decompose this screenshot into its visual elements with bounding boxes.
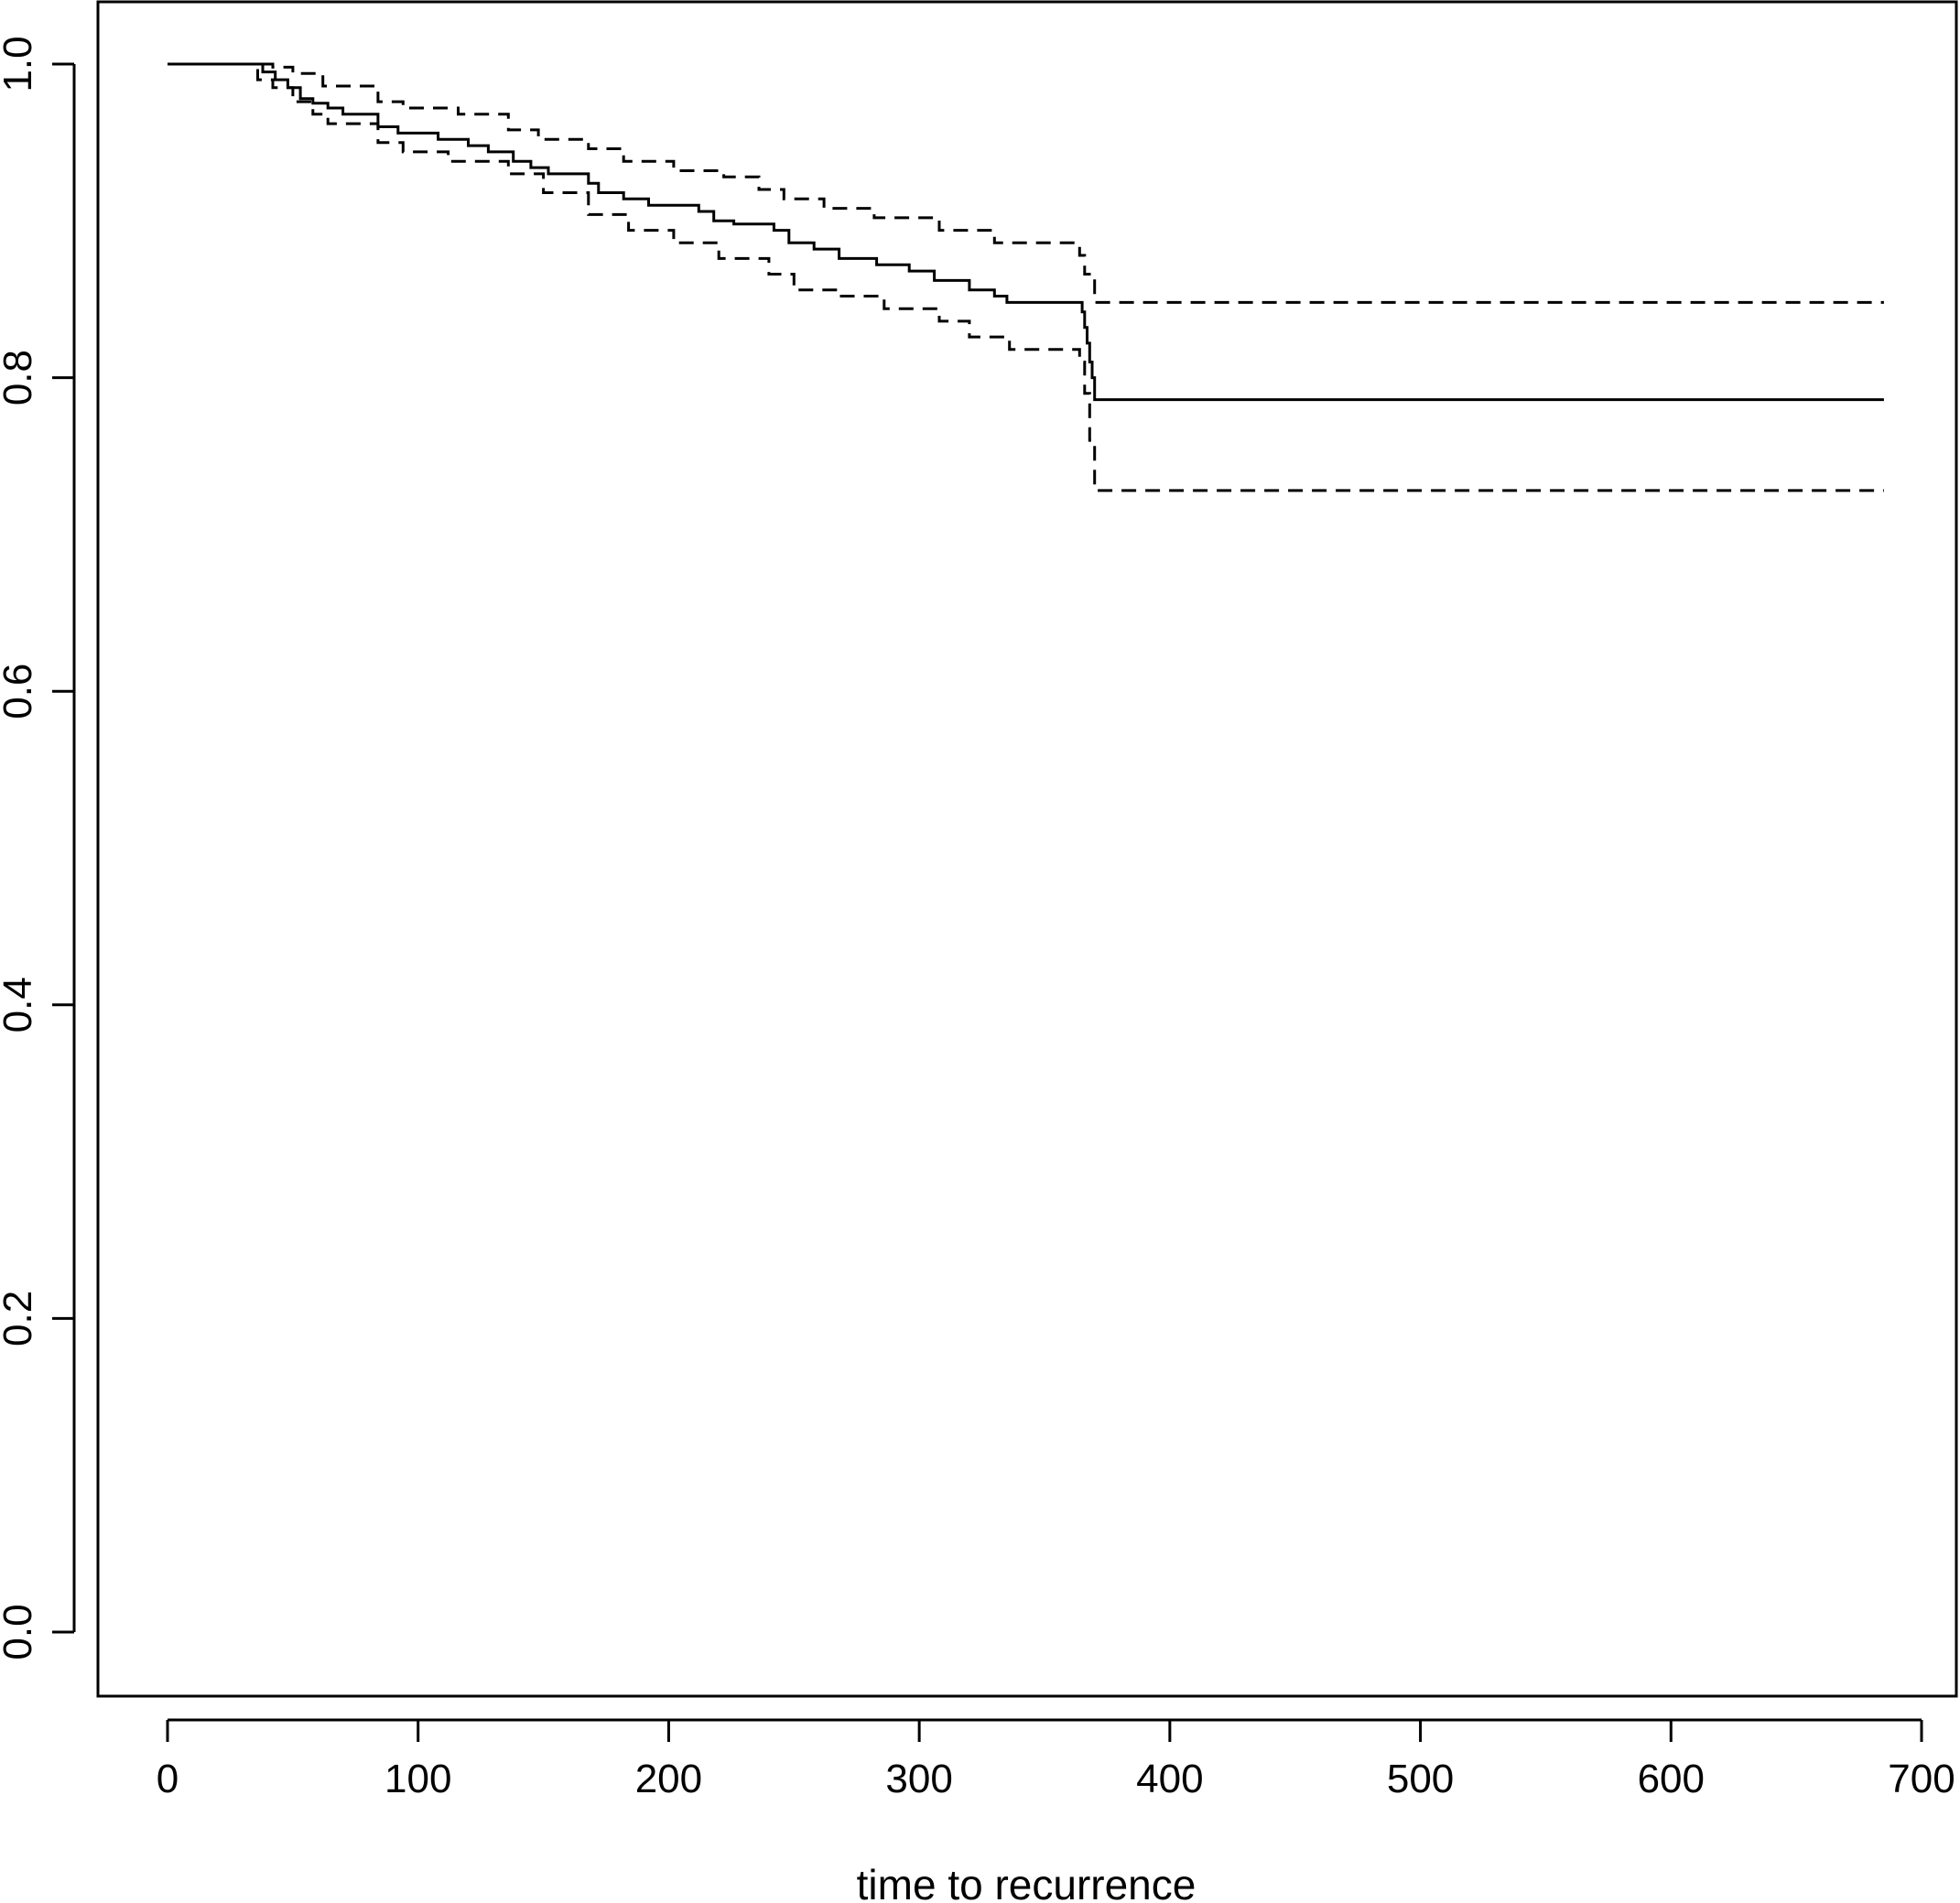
y-tick-label: 0.2 (0, 1291, 40, 1346)
x-tick-label: 500 (1387, 1757, 1454, 1801)
x-tick-label: 700 (1888, 1757, 1955, 1801)
y-tick-label: 0.0 (0, 1604, 40, 1660)
series-layer (168, 62, 1884, 492)
x-tick-label: 600 (1638, 1757, 1705, 1801)
x-tick-label: 400 (1136, 1757, 1203, 1801)
x-tick-label: 200 (635, 1757, 702, 1801)
plot-frame (96, 0, 1958, 1698)
x-tick-label: 300 (885, 1757, 952, 1801)
x-tick-label: 100 (384, 1757, 451, 1801)
confidence-band-1 (168, 62, 1884, 304)
x-axis-title: time to recurrence (857, 1861, 1197, 1903)
y-tick-label: 0.6 (0, 664, 40, 719)
confidence-band-2 (168, 62, 1884, 492)
y-tick-label: 0.4 (0, 977, 40, 1033)
y-tick-label: 0.8 (0, 350, 40, 405)
y-axis: 0.0 0.2 0.4 0.6 0.8 1.0 (0, 36, 76, 1660)
x-tick-label: 0 (157, 1757, 179, 1801)
y-tick-label: 1.0 (0, 36, 40, 92)
x-axis: 0 100 200 300 400 500 600 700 (157, 1718, 1955, 1801)
survival-curve (168, 62, 1884, 402)
